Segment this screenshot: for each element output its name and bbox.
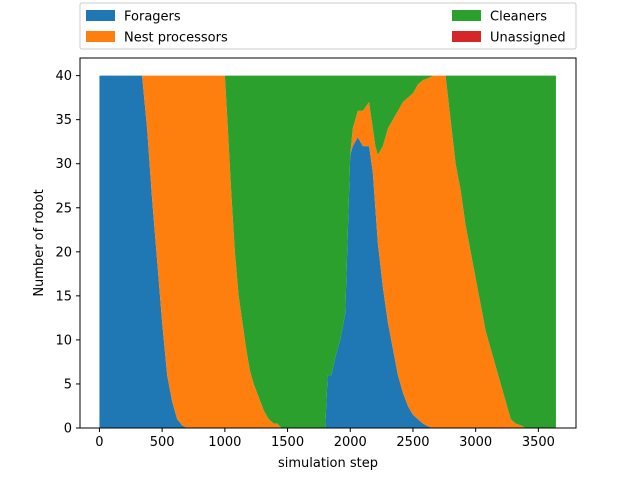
area-foragers [99,75,556,429]
y-tick-label: 25 [55,201,72,216]
area-nest-processors [99,75,556,429]
y-tick-label: 15 [55,289,72,304]
x-tick-label: 3500 [522,435,555,450]
legend-swatch-nest-processors [86,31,115,42]
x-tick-label: 1000 [208,435,241,450]
plot-areas [99,75,556,429]
x-tick-label: 0 [95,435,103,450]
legend: Foragers Nest processors Cleaners Unassigne… [79,2,577,50]
legend-swatch-unassigned [452,31,481,42]
legend-swatch-foragers [86,10,115,21]
x-axis-label: simulation step [278,456,378,471]
x-tick-label: 500 [150,435,175,450]
y-axis-ticks: 0 5 10 15 20 25 30 35 40 [55,69,80,437]
legend-label-cleaners: Cleaners [490,10,547,25]
y-tick-label: 40 [55,69,72,84]
y-tick-label: 5 [64,377,72,392]
x-tick-label: 2500 [396,435,429,450]
y-tick-label: 35 [55,113,72,128]
x-tick-label: 2000 [334,435,367,450]
x-tick-label: 1500 [271,435,304,450]
y-tick-label: 30 [55,157,72,172]
x-tick-label: 3000 [459,435,492,450]
legend-swatch-cleaners [452,10,481,21]
legend-label-nest-processors: Nest processors [124,31,228,46]
x-axis-ticks: 0 500 1000 1500 2000 2500 3000 3500 [95,428,555,450]
area-cleaners [99,75,556,429]
plot-frame [79,57,577,429]
y-tick-label: 10 [55,333,72,348]
y-tick-label: 20 [55,245,72,260]
y-tick-label: 0 [64,422,72,437]
y-axis-label: Number of robot [32,189,47,296]
legend-label-unassigned: Unassigned [490,31,566,46]
legend-label-foragers: Foragers [124,10,181,25]
